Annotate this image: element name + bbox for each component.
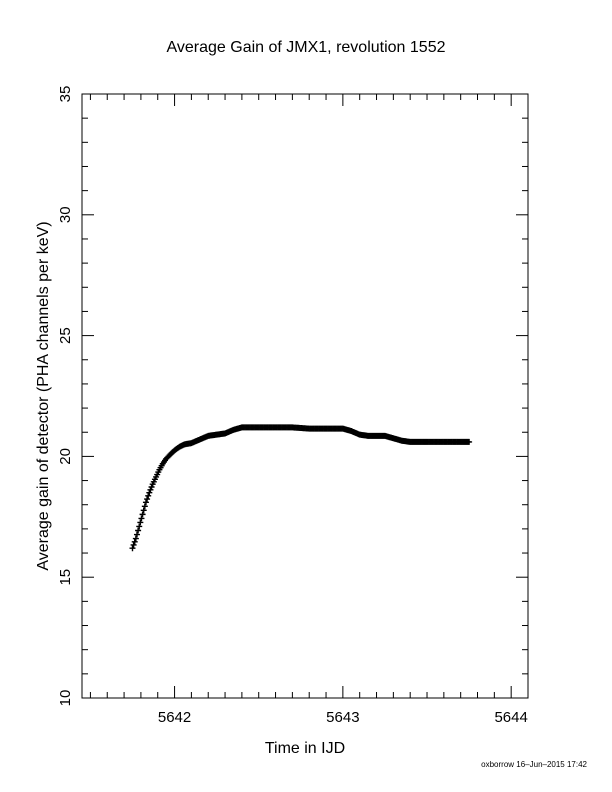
data-point xyxy=(144,496,151,503)
data-point xyxy=(142,499,149,506)
y-tick-label: 30 xyxy=(57,206,74,223)
y-axis-ticks xyxy=(82,93,528,699)
y-tick-label: 15 xyxy=(57,569,74,586)
data-point xyxy=(140,507,147,514)
chart-title: Average Gain of JMX1, revolution 1552 xyxy=(167,39,446,56)
y-tick-label: 20 xyxy=(57,448,74,465)
data-point xyxy=(466,438,473,445)
y-axis-tick-labels: 10 15 20 25 30 35 xyxy=(57,86,74,707)
x-tick-label: 5642 xyxy=(158,709,191,726)
y-tick-label: 10 xyxy=(57,690,74,707)
data-point xyxy=(139,511,146,518)
y-tick-label: 35 xyxy=(57,86,74,103)
data-point xyxy=(133,531,140,538)
data-point xyxy=(136,523,143,530)
credit-footer: oxborrow 16–Jun–2015 17:42 xyxy=(481,760,587,769)
data-point xyxy=(135,527,142,534)
y-tick-label: 25 xyxy=(57,327,74,344)
data-points xyxy=(129,424,473,552)
data-point xyxy=(141,503,148,510)
data-point xyxy=(137,519,144,526)
x-axis-ticks xyxy=(89,94,529,698)
x-axis-label: Time in IJD xyxy=(265,740,345,757)
x-tick-label: 5643 xyxy=(326,709,359,726)
data-point xyxy=(129,545,136,552)
plot-frame xyxy=(81,93,529,699)
data-point xyxy=(145,492,152,499)
data-point xyxy=(131,538,138,545)
data-point xyxy=(138,515,145,522)
data-point xyxy=(147,486,154,493)
data-point xyxy=(132,535,139,542)
x-tick-label: 5644 xyxy=(494,709,527,726)
data-point xyxy=(146,489,153,496)
data-point xyxy=(130,541,137,548)
data-point xyxy=(148,484,155,491)
x-axis-tick-labels: 5642 5643 5644 xyxy=(158,709,528,726)
y-axis-label: Average gain of detector (PHA channels p… xyxy=(35,221,52,570)
